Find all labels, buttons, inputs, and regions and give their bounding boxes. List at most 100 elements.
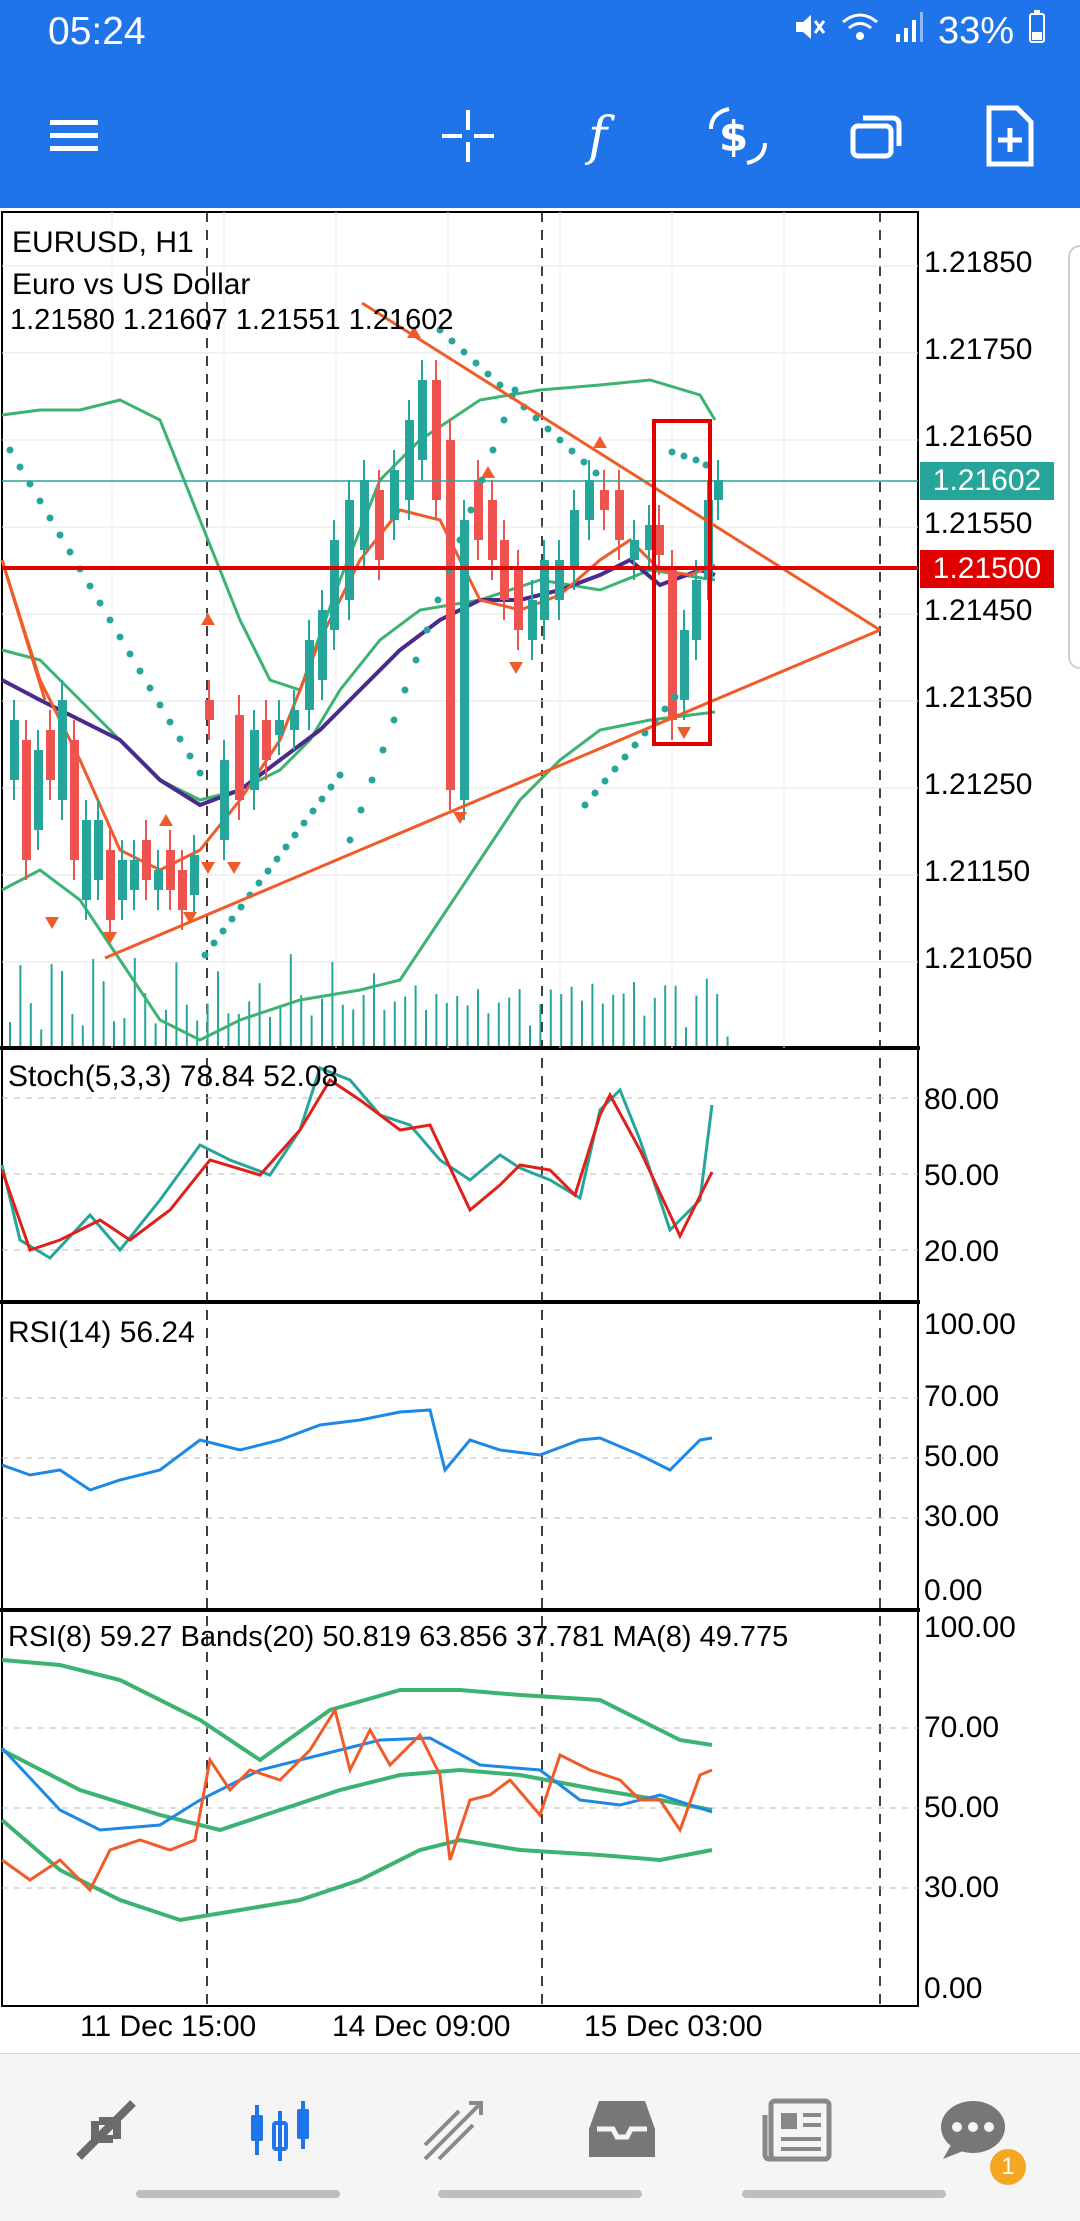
candle-body xyxy=(250,730,259,790)
battery-percent: 33% xyxy=(937,10,1014,52)
nav-chart[interactable] xyxy=(240,2090,320,2170)
fractal-arrow xyxy=(159,814,173,826)
sar-dot xyxy=(318,795,326,803)
rsi8-line xyxy=(1,1706,713,1893)
sar-dot xyxy=(176,735,184,743)
svg-text:$: $ xyxy=(719,112,748,161)
messages-badge: 1 xyxy=(990,2149,1026,2185)
sar-dot xyxy=(273,855,281,863)
nav-trade[interactable] xyxy=(414,2090,494,2170)
trendline xyxy=(0,559,47,701)
chart-area[interactable] xyxy=(0,208,1080,2051)
candle-body xyxy=(555,560,564,600)
menu-button[interactable] xyxy=(38,100,110,172)
candle-body xyxy=(10,720,19,780)
candle-body xyxy=(405,420,414,500)
candle-body xyxy=(570,510,579,570)
sar-dot xyxy=(46,514,54,522)
price-tick: 1.21350 xyxy=(924,681,1033,714)
sar-dot xyxy=(327,783,335,791)
gesture-bar xyxy=(742,2190,946,2198)
rsi14-tick: 30.00 xyxy=(924,1500,1000,1533)
sar-dot xyxy=(264,867,272,875)
stoch-tick: 80.00 xyxy=(924,1083,1000,1116)
sar-dot xyxy=(16,463,24,471)
sar-dot xyxy=(611,765,619,773)
candle-body xyxy=(390,470,399,520)
crosshair-button[interactable] xyxy=(432,100,504,172)
sar-dot xyxy=(556,436,564,444)
candle-body xyxy=(58,700,67,800)
stoch-tick: 50.00 xyxy=(924,1159,1000,1192)
trade-button[interactable]: $ xyxy=(702,100,774,172)
wifi-icon xyxy=(840,10,880,53)
sar-dot xyxy=(489,446,497,454)
rsi8-tick: 50.00 xyxy=(924,1791,1000,1824)
nav-news[interactable] xyxy=(758,2090,838,2170)
candle-body xyxy=(118,860,127,900)
chart-canvas[interactable] xyxy=(0,208,1080,2051)
symbol-description: Euro vs US Dollar xyxy=(12,268,251,301)
candle-body xyxy=(142,840,151,880)
current-price-tag: 1.21602 xyxy=(920,462,1054,500)
sar-dot xyxy=(237,903,245,911)
indicators-button[interactable]: f xyxy=(568,100,640,172)
sar-dot xyxy=(116,633,124,641)
sar-dot xyxy=(568,447,576,455)
rsi8-ma-line xyxy=(0,1736,713,1832)
sar-dot xyxy=(357,806,365,814)
sar-dot xyxy=(460,348,468,356)
moving-average xyxy=(1,557,716,808)
side-panel-handle[interactable] xyxy=(1068,245,1080,669)
rsi8-label: RSI(8) 59.27 Bands(20) 50.819 63.856 37.… xyxy=(8,1621,789,1653)
candle-body xyxy=(82,820,91,900)
candle-body xyxy=(630,540,639,560)
sar-dot xyxy=(379,746,387,754)
sar-dot xyxy=(201,951,209,959)
bollinger-lower xyxy=(1,710,716,1042)
candle-body xyxy=(305,640,314,710)
sar-dot xyxy=(6,446,14,454)
new-order-button[interactable] xyxy=(974,100,1046,172)
sar-dot xyxy=(423,626,431,634)
candle-body xyxy=(432,380,441,500)
sar-dot xyxy=(500,416,508,424)
fractal-arrow xyxy=(183,912,197,924)
candle-body xyxy=(655,525,664,555)
sar-dot xyxy=(300,819,308,827)
status-time: 05:24 xyxy=(48,10,146,53)
nav-quotes[interactable] xyxy=(66,2090,146,2170)
stoch-signal-line xyxy=(0,1077,714,1252)
candle-body xyxy=(668,570,677,720)
candle-body xyxy=(106,850,115,920)
sar-dot xyxy=(346,836,354,844)
sar-dot xyxy=(228,915,236,923)
gesture-bar xyxy=(136,2190,340,2198)
battery-icon xyxy=(1028,10,1046,53)
sar-dot xyxy=(336,771,344,779)
rsi14-label: RSI(14) 56.24 xyxy=(8,1316,195,1349)
candle-body xyxy=(375,490,384,560)
fractal-arrow xyxy=(593,436,607,448)
sar-dot xyxy=(580,458,588,466)
sar-dot xyxy=(291,831,299,839)
sar-dot xyxy=(601,777,609,785)
candle-body xyxy=(190,855,199,895)
sar-dot xyxy=(631,741,639,749)
crosshair-icon xyxy=(442,110,494,162)
fractal-arrow xyxy=(453,812,467,824)
nav-history[interactable] xyxy=(582,2090,662,2170)
sar-dot xyxy=(621,753,629,761)
sar-dot xyxy=(390,716,398,724)
sar-dot xyxy=(146,684,154,692)
candle-body xyxy=(290,710,299,730)
sar-dot xyxy=(210,939,218,947)
nav-messages[interactable] xyxy=(934,2090,1014,2170)
candle-body xyxy=(615,490,624,540)
candle-body xyxy=(34,750,43,830)
fractal-arrow xyxy=(45,917,59,929)
candle-body xyxy=(418,380,427,460)
candle-body xyxy=(178,870,187,910)
dollar-trade-icon: $ xyxy=(709,107,767,165)
windows-button[interactable] xyxy=(840,100,912,172)
